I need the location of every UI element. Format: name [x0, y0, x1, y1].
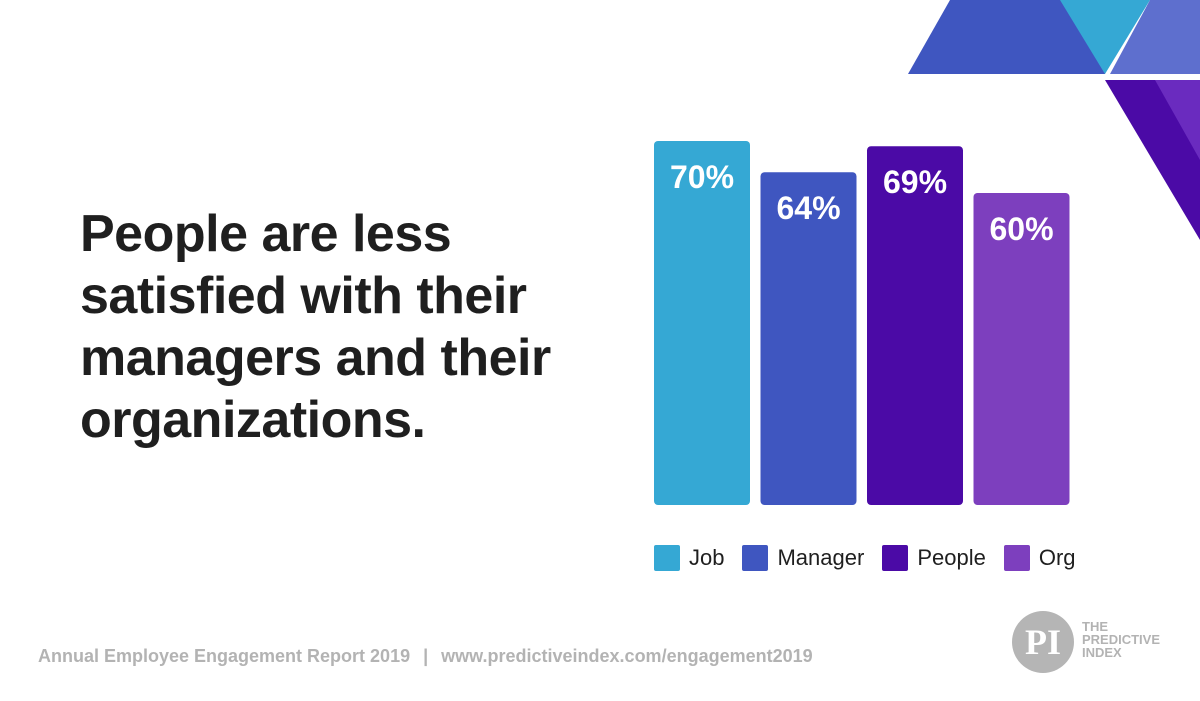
bar-value-label: 69%: [883, 164, 947, 200]
legend-item-manager: Manager: [742, 545, 864, 571]
legend-label: Manager: [777, 545, 865, 570]
legend-item-org: Org: [1003, 545, 1076, 571]
legend-item-job: Job: [654, 545, 724, 571]
legend-label: People: [917, 545, 986, 570]
bar-job: [654, 141, 750, 505]
deco-triangle-purple: [1105, 80, 1200, 240]
legend-label: Org: [1038, 545, 1076, 570]
legend-label: Job: [689, 545, 725, 570]
predictive-index-logo: PI THE PREDICTIVE INDEX: [1012, 608, 1172, 678]
footer-caption: Annual Employee Engagement Report 2019 |…: [38, 646, 813, 667]
deco-triangle-cyan: [1060, 0, 1150, 74]
footer-separator: |: [423, 646, 429, 666]
footer-report-title: Annual Employee Engagement Report 2019: [38, 646, 411, 666]
deco-triangle-periwinkle: [1110, 0, 1200, 74]
bar-value-label: 60%: [989, 211, 1053, 247]
legend-swatch: [742, 545, 769, 571]
logo-wordmark: THE PREDICTIVE INDEX: [1082, 620, 1177, 659]
legend-swatch: [654, 545, 680, 571]
bar-org: [973, 193, 1070, 505]
bar-manager: [760, 172, 857, 505]
deco-triangle-violet: [1155, 80, 1200, 160]
logo-line: PREDICTIVE: [1082, 632, 1161, 647]
legend-swatch: [1003, 545, 1030, 571]
headline-line: People are less: [80, 205, 452, 263]
bar-value-label: 64%: [776, 190, 840, 226]
deco-triangle-blue: [908, 0, 1105, 74]
logo-line: INDEX: [1082, 645, 1122, 660]
bar-value-label: 70%: [670, 159, 734, 195]
footer-url[interactable]: www.predictiveindex.com/engagement2019: [441, 646, 813, 666]
chart-legend: Job Manager People Org: [654, 545, 1076, 571]
legend-item-people: People: [882, 545, 986, 571]
headline-line: managers and their: [80, 329, 551, 387]
headline-line: organizations.: [80, 391, 426, 449]
headline: People are less satisfied with their man…: [80, 203, 600, 451]
logo-mark: PI: [1012, 611, 1074, 673]
bar-people: [867, 146, 963, 505]
headline-line: satisfied with their: [80, 267, 527, 325]
legend-swatch: [882, 545, 909, 571]
logo-line: THE: [1082, 619, 1108, 634]
bar-chart: 70% 64% 69% 60%: [654, 141, 1070, 505]
